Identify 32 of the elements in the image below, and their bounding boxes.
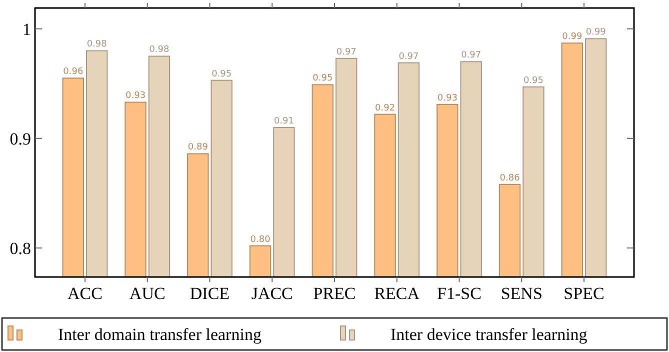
y-tick-label: 0.8 xyxy=(10,238,31,258)
x-tick-label: ACC xyxy=(68,284,102,303)
legend-label: Inter device transfer learning xyxy=(390,324,588,344)
data-label: 0.92 xyxy=(375,103,396,114)
data-label: 0.98 xyxy=(149,45,170,56)
data-label: 0.97 xyxy=(398,52,419,62)
x-tick-label: DICE xyxy=(190,284,230,303)
data-label: 0.95 xyxy=(312,74,333,84)
y-tick-label: 1 xyxy=(22,20,31,39)
x-tick-label: PREC xyxy=(313,284,356,303)
x-tick-label: RECA xyxy=(374,284,420,303)
data-label: 0.97 xyxy=(336,47,356,58)
data-label: 0.99 xyxy=(562,32,582,42)
data-label: 0.98 xyxy=(86,40,108,50)
data-label: 0.96 xyxy=(63,67,84,78)
data-label: 0.99 xyxy=(586,28,606,38)
x-tick-label: SPEC xyxy=(564,284,604,303)
data-label: 0.95 xyxy=(523,76,544,86)
y-tick-label: 0.9 xyxy=(10,129,31,148)
x-tick-label: F1-SC xyxy=(437,284,482,303)
data-label: 0.93 xyxy=(126,91,146,102)
x-tick-label: SENS xyxy=(500,284,542,303)
data-label: 0.86 xyxy=(500,173,520,184)
legend-label: Inter domain transfer learning xyxy=(58,324,262,344)
data-label: 0.95 xyxy=(212,69,232,80)
data-label: 0.97 xyxy=(461,50,482,61)
x-tick-label: AUC xyxy=(129,284,166,303)
data-label: 0.89 xyxy=(188,142,208,153)
x-tick-label: JACC xyxy=(251,284,293,303)
data-label: 0.80 xyxy=(250,234,271,245)
data-label: 0.93 xyxy=(437,93,458,104)
data-label: 0.91 xyxy=(274,116,294,126)
